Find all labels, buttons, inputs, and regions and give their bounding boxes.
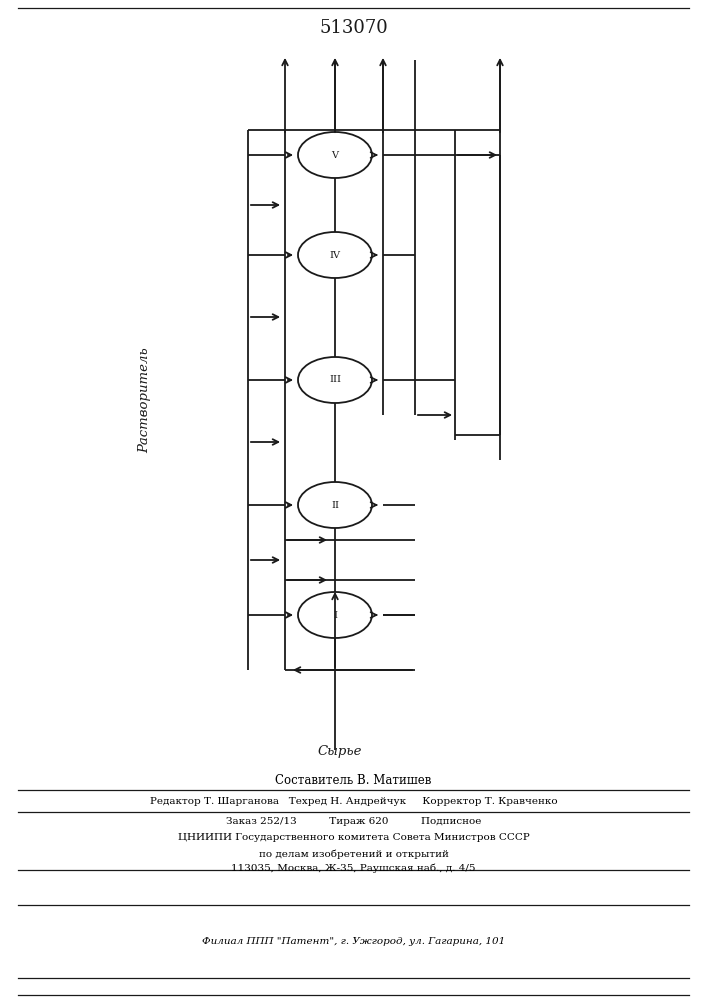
Text: Филиал ППП "Патент", г. Ужгород, ул. Гагарина, 101: Филиал ППП "Патент", г. Ужгород, ул. Гаг… — [202, 936, 505, 946]
Text: 113035, Москва, Ж-35, Раушская наб., д. 4/5: 113035, Москва, Ж-35, Раушская наб., д. … — [231, 863, 476, 873]
Text: по делам изобретений и открытий: по делам изобретений и открытий — [259, 849, 448, 859]
Ellipse shape — [298, 482, 372, 528]
Text: IV: IV — [329, 250, 341, 259]
Text: 513070: 513070 — [319, 19, 388, 37]
Text: Составитель В. Матишев: Составитель В. Матишев — [275, 774, 432, 786]
Ellipse shape — [298, 232, 372, 278]
Text: Растворитель: Растворитель — [139, 347, 151, 453]
Text: Сырье: Сырье — [317, 745, 362, 758]
Text: Заказ 252/13          Тираж 620          Подписное: Заказ 252/13 Тираж 620 Подписное — [226, 816, 481, 826]
Text: II: II — [331, 500, 339, 510]
Ellipse shape — [298, 592, 372, 638]
Text: I: I — [333, 610, 337, 619]
Text: ЦНИИПИ Государственного комитета Совета Министров СССР: ЦНИИПИ Государственного комитета Совета … — [177, 834, 530, 842]
Ellipse shape — [298, 132, 372, 178]
Text: Редактор Т. Шарганова   Техред Н. Андрейчук     Корректор Т. Кравченко: Редактор Т. Шарганова Техред Н. Андрейчу… — [150, 796, 557, 806]
Ellipse shape — [298, 357, 372, 403]
Text: V: V — [332, 150, 339, 159]
Text: III: III — [329, 375, 341, 384]
